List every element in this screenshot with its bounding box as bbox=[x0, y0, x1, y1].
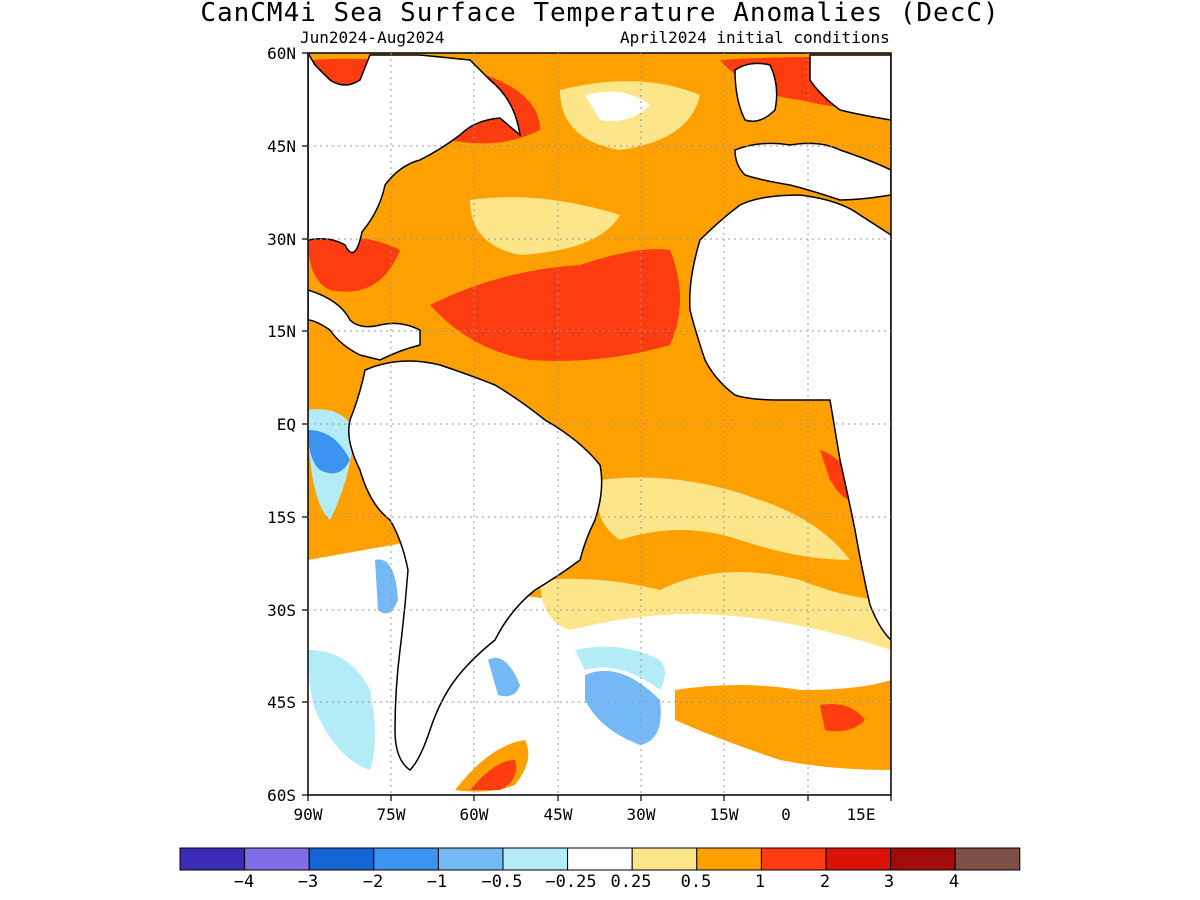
colorbar-swatch bbox=[825, 847, 892, 871]
british-isles bbox=[734, 62, 778, 122]
lat-label-60s: 60S bbox=[267, 786, 296, 805]
anomaly-strong-warm-south-east bbox=[820, 704, 865, 732]
axis-ticks bbox=[302, 52, 892, 801]
south-america bbox=[348, 360, 603, 771]
land-masses bbox=[308, 53, 891, 771]
colorbar-swatch bbox=[631, 847, 698, 871]
colorbar-label: 4 bbox=[948, 872, 960, 892]
colorbar-swatch bbox=[954, 847, 1021, 871]
anomaly-strong-warm-mdr bbox=[430, 249, 680, 361]
lon-label-45w: 45W bbox=[543, 805, 573, 824]
colorbar-label: 3 bbox=[883, 872, 895, 892]
colorbar-label: −1 bbox=[426, 872, 448, 892]
anomaly-strong-warm-south-west bbox=[470, 760, 516, 790]
anomaly-weak-warm-patch bbox=[597, 477, 850, 560]
anomaly-cool-pacific bbox=[308, 430, 350, 474]
colorbar-label: −2 bbox=[362, 872, 384, 892]
colorbar bbox=[179, 847, 1021, 871]
colorbar-swatch bbox=[179, 847, 246, 871]
colorbar-label: 2 bbox=[819, 872, 831, 892]
colorbar-label: −0.25 bbox=[545, 872, 597, 892]
southern-europe bbox=[734, 142, 891, 201]
anomaly-cool-brazil-malvinas bbox=[488, 657, 520, 697]
lon-label-15w: 15W bbox=[709, 805, 739, 824]
anomaly-weak-warm-band bbox=[540, 572, 891, 650]
chart-title: CanCM4i Sea Surface Temperature Anomalie… bbox=[200, 0, 1000, 28]
season-label: Jun2024-Aug2024 bbox=[300, 28, 445, 47]
lon-label-0: 0 bbox=[781, 805, 791, 824]
central-america bbox=[308, 289, 421, 361]
colorbar-swatch bbox=[373, 847, 439, 871]
colorbar-swatch bbox=[696, 847, 762, 871]
lat-label-15s: 15S bbox=[267, 508, 296, 527]
lon-label-60w: 60W bbox=[459, 805, 489, 824]
lon-label-75w: 75W bbox=[376, 805, 406, 824]
colorbar-label: −3 bbox=[297, 872, 319, 892]
init-conditions-label: April2024 initial conditions bbox=[620, 28, 890, 47]
colorbar-swatch bbox=[760, 847, 827, 871]
colorbar-swatch bbox=[890, 847, 956, 871]
lat-label-15n: 15N bbox=[267, 322, 296, 341]
lat-label-30n: 30N bbox=[267, 230, 296, 249]
colorbar-label: 1 bbox=[754, 872, 766, 892]
lat-label-45s: 45S bbox=[267, 693, 296, 712]
lat-label-45n: 45N bbox=[267, 137, 296, 156]
grid-lines bbox=[308, 53, 891, 795]
africa bbox=[688, 194, 891, 642]
colorbar-label: −0.5 bbox=[481, 872, 523, 892]
anomaly-cool-south-atlantic bbox=[585, 670, 661, 745]
anomaly-weak-cool-south-pacific bbox=[308, 650, 375, 770]
colorbar-swatch bbox=[502, 847, 569, 871]
anomaly-weak-warm-north bbox=[470, 197, 620, 255]
colorbar-label: 0.25 bbox=[610, 872, 652, 892]
colorbar-swatch bbox=[567, 847, 633, 871]
lat-label-eq: EQ bbox=[276, 415, 296, 434]
northern-europe bbox=[809, 54, 891, 121]
colorbar-swatch bbox=[437, 847, 504, 871]
colorbar-label: 0.5 bbox=[680, 872, 712, 892]
lon-label-15e: 15E bbox=[846, 805, 876, 824]
lat-label-60n: 60N bbox=[267, 44, 296, 63]
colorbar-swatch bbox=[244, 847, 310, 871]
lon-label-30w: 30W bbox=[626, 805, 656, 824]
anomaly-weak-cool-south-atlantic bbox=[575, 646, 665, 690]
anomaly-strong-warm-gulf bbox=[308, 236, 400, 292]
lat-label-30s: 30S bbox=[267, 601, 296, 620]
anomaly-neutral-nwatl bbox=[585, 91, 650, 121]
north-america bbox=[308, 53, 522, 254]
colorbar-swatch bbox=[308, 847, 375, 871]
anomaly-cool-chile bbox=[375, 559, 398, 614]
colorbar-label: −4 bbox=[233, 872, 255, 892]
lon-label-90w: 90W bbox=[293, 805, 323, 824]
